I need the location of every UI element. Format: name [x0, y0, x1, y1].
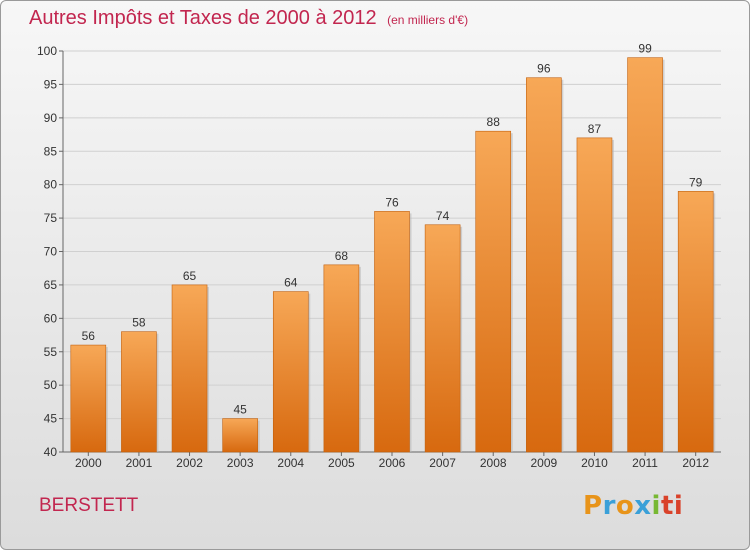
x-tick-label: 2010: [581, 456, 608, 470]
x-tick-label: 2009: [530, 456, 557, 470]
bar: [627, 57, 663, 453]
x-tick-label: 2007: [429, 456, 456, 470]
x-tick-label: 2011: [632, 456, 658, 470]
bar-value-label: 65: [183, 269, 197, 283]
y-tick-label: 55: [44, 345, 58, 359]
data-labels: 56 58 65 45 64 68 76 74 88 96 87 99 79: [82, 42, 703, 417]
x-tick-label: 2000: [75, 456, 102, 470]
bar-value-label: 79: [689, 175, 703, 189]
chart-subtitle: (en milliers d'€): [387, 13, 469, 27]
axes: 40 45 50 55 60 65 70 75 80 85 90 95 100 2000 2001 2002 2…: [37, 44, 721, 470]
x-tick-label: 2008: [480, 456, 507, 470]
bar-value-label: 88: [487, 115, 501, 129]
bar-value-label: 87: [588, 122, 602, 136]
bar: [677, 191, 714, 453]
y-tick-label: 45: [44, 412, 58, 426]
chart-title: Autres Impôts et Taxes de 2000 à 2012: [29, 7, 377, 29]
y-tick-label: 100: [37, 44, 57, 58]
y-tick-label: 40: [44, 445, 58, 459]
x-tick-label: 2012: [682, 456, 709, 470]
y-tick-label: 85: [44, 144, 58, 158]
bar-value-label: 45: [233, 403, 247, 417]
bar-value-label: 76: [385, 195, 399, 209]
commune-name: BERSTETT: [39, 495, 139, 516]
y-tick-label: 80: [44, 178, 58, 192]
bar-value-label: 58: [132, 316, 146, 330]
y-tick-label: 95: [44, 77, 58, 91]
bar: [526, 77, 562, 453]
bar: [323, 264, 360, 453]
x-tick-label: 2002: [176, 456, 203, 470]
bar: [272, 291, 309, 453]
x-tick-label: 2003: [227, 456, 254, 470]
y-tick-label: 90: [44, 111, 58, 125]
bar: [424, 224, 461, 453]
y-tick-label: 60: [44, 311, 58, 325]
bar-value-label: 64: [284, 276, 298, 290]
x-tick-label: 2004: [277, 456, 304, 470]
x-tick-label: 2005: [328, 456, 355, 470]
bar: [576, 137, 613, 453]
x-tick-label: 2001: [126, 456, 153, 470]
bar: [70, 344, 107, 453]
bar: [374, 211, 410, 453]
bar-value-label: 56: [82, 329, 96, 343]
x-tick-label: 2006: [379, 456, 406, 470]
y-tick-label: 75: [44, 211, 58, 225]
bar-value-label: 96: [537, 62, 551, 76]
y-tick-label: 65: [44, 278, 58, 292]
bar-value-label: 99: [638, 42, 652, 56]
bars: [70, 57, 716, 453]
bar: [121, 331, 157, 453]
bar-value-label: 74: [436, 209, 450, 223]
proxiti-logo: Proxiti: [583, 491, 684, 521]
bar-value-label: 68: [335, 249, 349, 263]
bar: [475, 130, 512, 453]
bar: [171, 284, 208, 453]
chart-title-block: Autres Impôts et Taxes de 2000 à 2012 (e…: [29, 7, 468, 30]
y-tick-label: 50: [44, 378, 58, 392]
bar: [222, 418, 258, 453]
y-tick-label: 70: [44, 245, 58, 259]
